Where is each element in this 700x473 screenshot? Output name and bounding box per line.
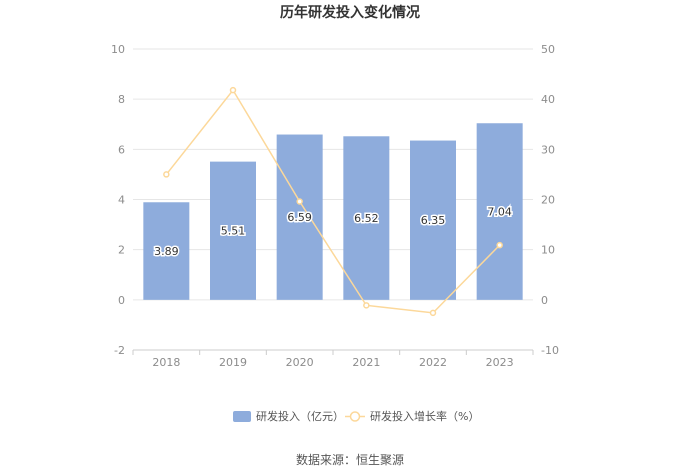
bar <box>476 123 523 300</box>
right-tick-label: 0 <box>541 294 548 307</box>
left-tick-label: -2 <box>114 344 125 357</box>
left-axis-ticks: 10 8 6 4 2 0 -2 <box>111 43 125 357</box>
right-tick-label: 10 <box>541 244 555 257</box>
right-tick-label: 20 <box>541 194 555 207</box>
right-tick-label: -10 <box>541 344 559 357</box>
line-point <box>429 309 437 317</box>
left-tick-label: 10 <box>111 43 125 56</box>
line-point <box>229 86 237 94</box>
left-tick-label: 6 <box>118 143 125 156</box>
right-axis-ticks: 50 40 30 20 10 0 -10 <box>541 43 559 357</box>
right-tick-label: 30 <box>541 143 555 156</box>
legend-swatch-line-marker <box>349 411 361 422</box>
x-tick-label: 2023 <box>486 356 514 369</box>
legend-label-bar: 研发投入（亿元） <box>256 409 344 423</box>
left-tick-label: 4 <box>118 194 125 207</box>
x-tick-label: 2018 <box>152 356 180 369</box>
x-tick-label: 2021 <box>352 356 380 369</box>
bar-value-labels: 3.89 5.51 6.59 6.52 6.35 7.04 <box>153 204 514 260</box>
x-axis-ticks: 2018 2019 2020 2021 2022 2023 <box>132 349 534 369</box>
x-tick-label: 2019 <box>219 356 247 369</box>
bar-value-label: 6.35 <box>421 214 446 227</box>
line-point <box>496 241 503 249</box>
bar <box>410 140 456 300</box>
bar-value-label: 5.51 <box>221 225 246 238</box>
line-series <box>163 86 503 317</box>
legend: 研发投入（亿元） 研发投入增长率（%） <box>233 409 479 423</box>
grid <box>133 48 533 351</box>
x-tick-label: 2020 <box>286 356 314 369</box>
line-point <box>163 171 170 178</box>
legend-swatch-bar <box>233 411 251 422</box>
bar-value-label: 3.89 <box>154 245 179 258</box>
line-point <box>296 198 303 205</box>
bar <box>143 202 190 300</box>
bar-series <box>143 123 523 300</box>
left-tick-label: 2 <box>118 244 125 257</box>
bar-value-label: 6.59 <box>287 211 312 224</box>
bar <box>276 134 323 300</box>
source-text: 数据来源：恒生聚源 <box>296 452 404 467</box>
right-tick-label: 40 <box>541 93 555 106</box>
legend-label-line: 研发投入增长率（%） <box>370 409 479 423</box>
x-tick-label: 2022 <box>419 356 447 369</box>
bar-value-label: 6.52 <box>354 212 379 225</box>
chart-title: 历年研发投入变化情况 <box>280 4 420 21</box>
bar-value-label: 7.04 <box>487 206 512 219</box>
right-tick-label: 50 <box>541 43 555 56</box>
line-point <box>363 302 370 309</box>
bar <box>343 136 390 300</box>
growth-line <box>165 88 501 314</box>
bar <box>210 161 256 300</box>
left-tick-label: 0 <box>118 294 125 307</box>
left-tick-label: 8 <box>118 93 125 106</box>
